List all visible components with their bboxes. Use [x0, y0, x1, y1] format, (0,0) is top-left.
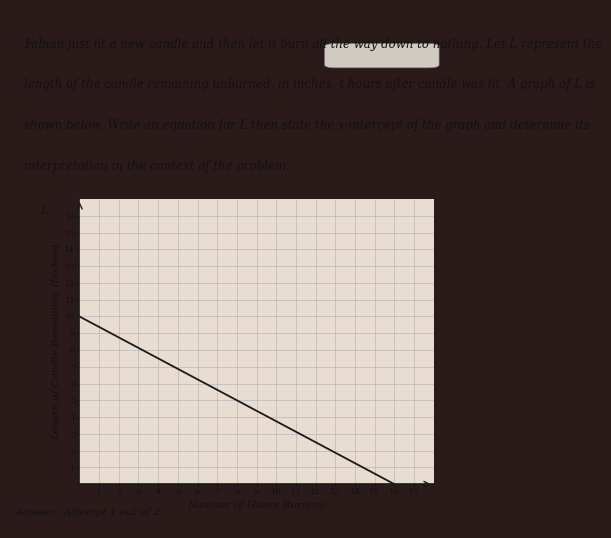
Text: interpretation in the context of the problem.: interpretation in the context of the pro…: [24, 160, 290, 173]
Text: Answer   Attempt 1 out of 2: Answer Attempt 1 out of 2: [16, 508, 161, 517]
Y-axis label: Length of Candle Remaining (Inches): Length of Candle Remaining (Inches): [53, 244, 62, 440]
Text: L: L: [40, 206, 48, 216]
Text: Fabian just lit a new candle and then let it burn all the way down to nothing. L: Fabian just lit a new candle and then le…: [24, 38, 602, 51]
Text: length of the candle remaining unburned, in inches, t hours after candle was lit: length of the candle remaining unburned,…: [24, 79, 596, 91]
X-axis label: Number of Hours Burning: Number of Hours Burning: [188, 500, 326, 509]
FancyBboxPatch shape: [324, 44, 439, 68]
Text: shown below. Write an equation for L then state the x-intercept of the graph and: shown below. Write an equation for L the…: [24, 119, 590, 132]
